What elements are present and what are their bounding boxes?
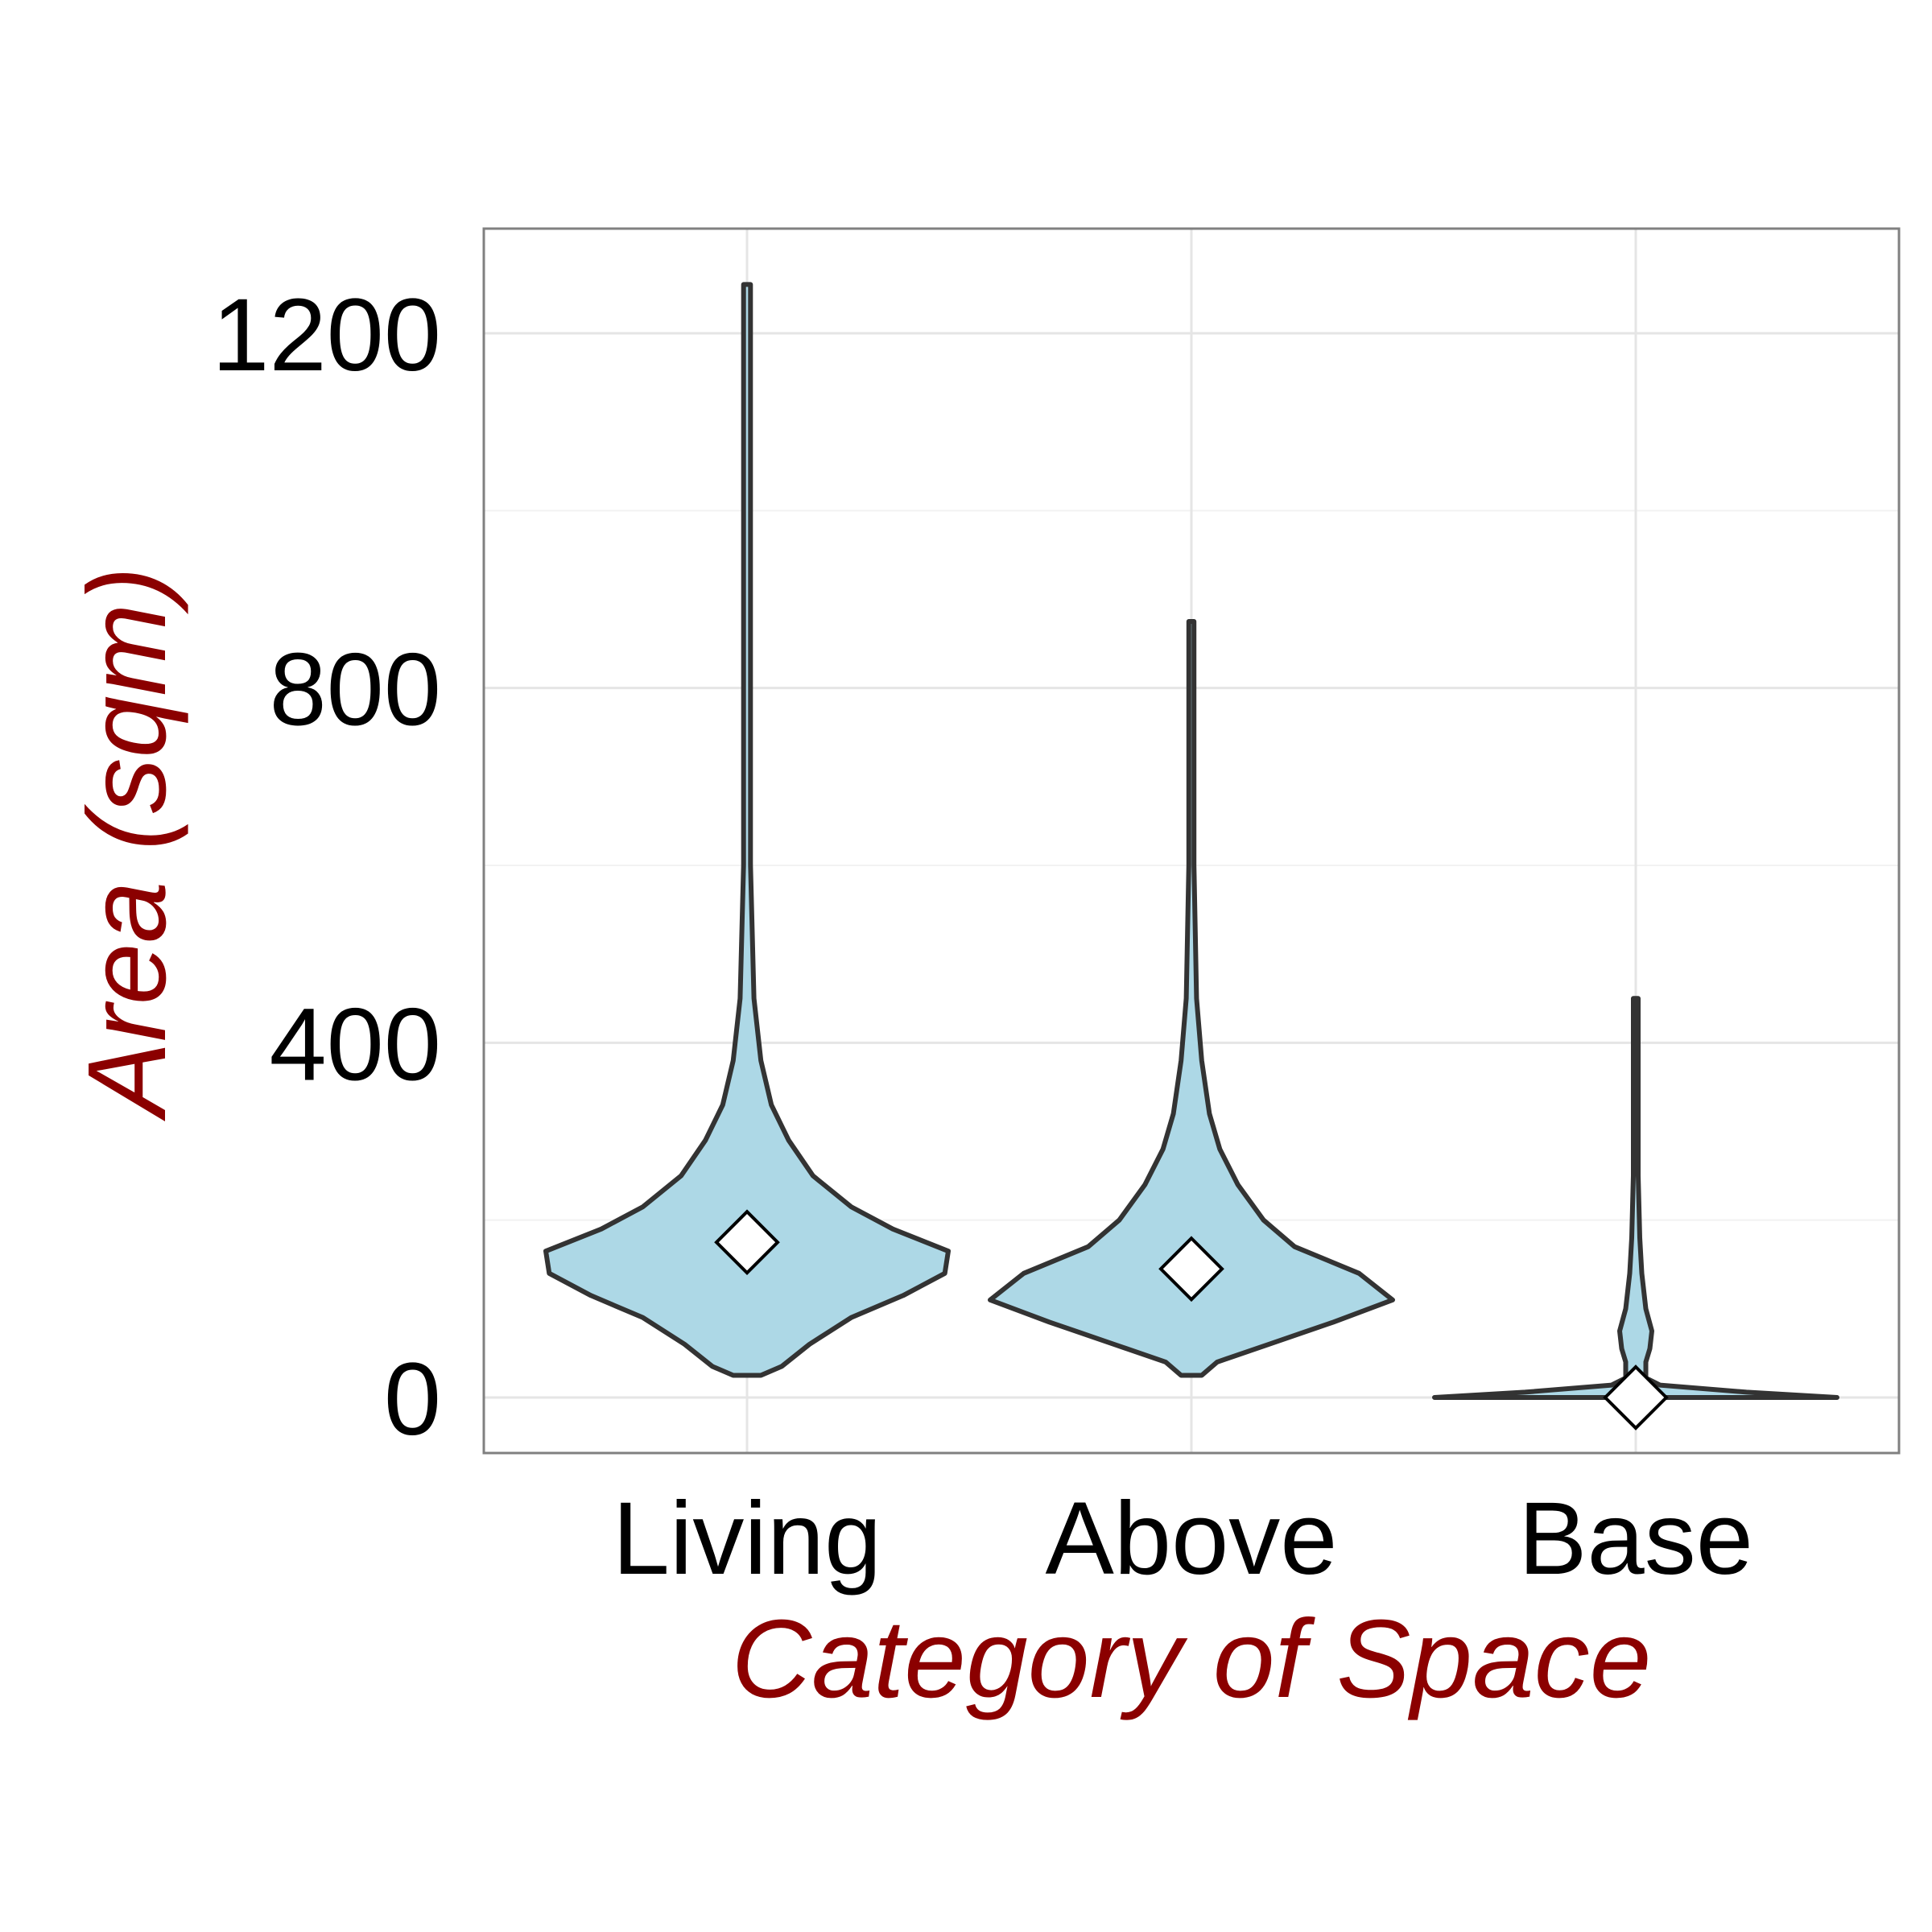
mean-marker-living — [714, 1209, 780, 1276]
violin-living — [543, 282, 951, 1378]
x-tick-labels: Living Above Base — [613, 1481, 1753, 1596]
violins — [543, 282, 1839, 1400]
x-tick-label-base: Base — [1518, 1481, 1753, 1596]
y-tick-labels: 0 400 800 1200 — [212, 278, 441, 1457]
y-tick-label: 1200 — [212, 278, 441, 393]
y-tick-label: 0 — [384, 1342, 441, 1457]
x-tick-label-living: Living — [613, 1481, 881, 1596]
y-tick-label: 400 — [269, 987, 441, 1102]
mean-marker-above — [1158, 1236, 1224, 1302]
y-axis-title: Area (sqm) — [65, 567, 189, 1121]
y-tick-label: 800 — [269, 633, 441, 748]
violin-base — [1432, 996, 1839, 1400]
violin-above — [988, 619, 1395, 1378]
mean-marker-base — [1603, 1364, 1669, 1430]
panel-border — [482, 227, 1901, 1455]
x-axis-title: Category of Space — [731, 1597, 1651, 1721]
mean-markers — [714, 1209, 1669, 1430]
x-tick-label-above: Above — [1046, 1481, 1338, 1596]
